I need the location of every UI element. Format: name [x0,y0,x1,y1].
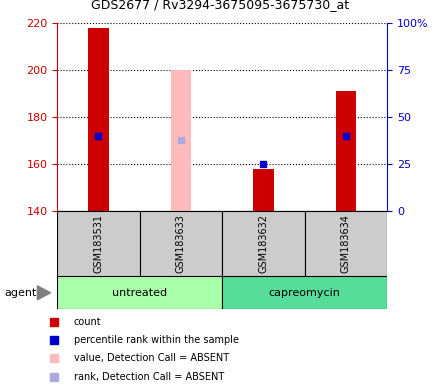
Text: value, Detection Call = ABSENT: value, Detection Call = ABSENT [74,353,229,364]
Polygon shape [37,286,51,300]
Text: agent: agent [4,288,37,298]
Bar [336,91,356,211]
Text: GSM183632: GSM183632 [258,214,268,273]
Text: rank, Detection Call = ABSENT: rank, Detection Call = ABSENT [74,372,224,382]
Bar [88,28,109,211]
Text: capreomycin: capreomycin [269,288,341,298]
Text: percentile rank within the sample: percentile rank within the sample [74,335,239,345]
Bar [253,169,274,211]
Bar [140,211,222,276]
Bar [57,276,222,309]
Bar [222,276,387,309]
Text: count: count [74,317,102,327]
Bar [171,70,191,211]
Text: GSM183531: GSM183531 [93,214,103,273]
Bar [222,211,305,276]
Text: untreated: untreated [112,288,167,298]
Bar [57,211,140,276]
Bar [305,211,387,276]
Text: GSM183634: GSM183634 [341,214,351,273]
Text: GDS2677 / Rv3294-3675095-3675730_at: GDS2677 / Rv3294-3675095-3675730_at [91,0,349,12]
Text: GSM183633: GSM183633 [176,214,186,273]
